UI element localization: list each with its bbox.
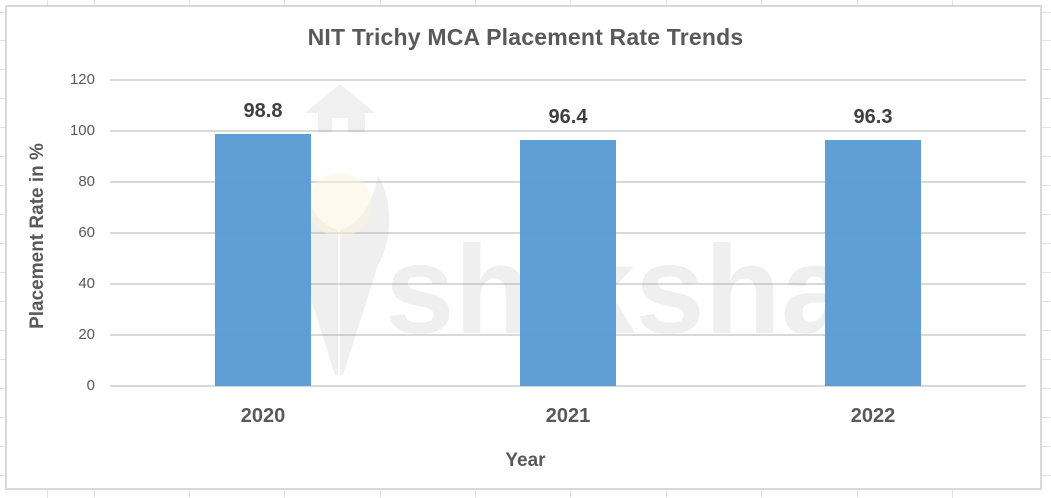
gridline-100 <box>110 130 1026 132</box>
y-tick-label: 40 <box>78 275 95 292</box>
gridline-0 <box>110 385 1026 387</box>
y-tick-label: 60 <box>78 224 95 241</box>
gridline-120 <box>110 79 1026 81</box>
chart-title: NIT Trichy MCA Placement Rate Trends <box>307 24 744 50</box>
data-label-2022: 96.3 <box>853 106 893 128</box>
x-axis-label: Year <box>505 450 546 471</box>
y-tick-label: 0 <box>86 377 95 394</box>
data-label-2020: 98.8 <box>243 100 283 122</box>
bar-2020[interactable] <box>215 134 311 386</box>
y-tick-label: 80 <box>78 173 95 190</box>
x-tick-label: 2020 <box>240 405 286 427</box>
x-tick-label: 2022 <box>850 405 896 427</box>
y-axis-label: Placement Rate in % <box>27 143 48 329</box>
y-tick-label: 100 <box>69 122 95 139</box>
bar-2021[interactable] <box>520 140 616 386</box>
y-tick-label: 20 <box>78 326 95 343</box>
bar-2022[interactable] <box>825 140 921 386</box>
y-tick-label: 120 <box>69 71 95 88</box>
data-label-2021: 96.4 <box>548 106 588 128</box>
x-tick-label: 2021 <box>545 405 591 427</box>
